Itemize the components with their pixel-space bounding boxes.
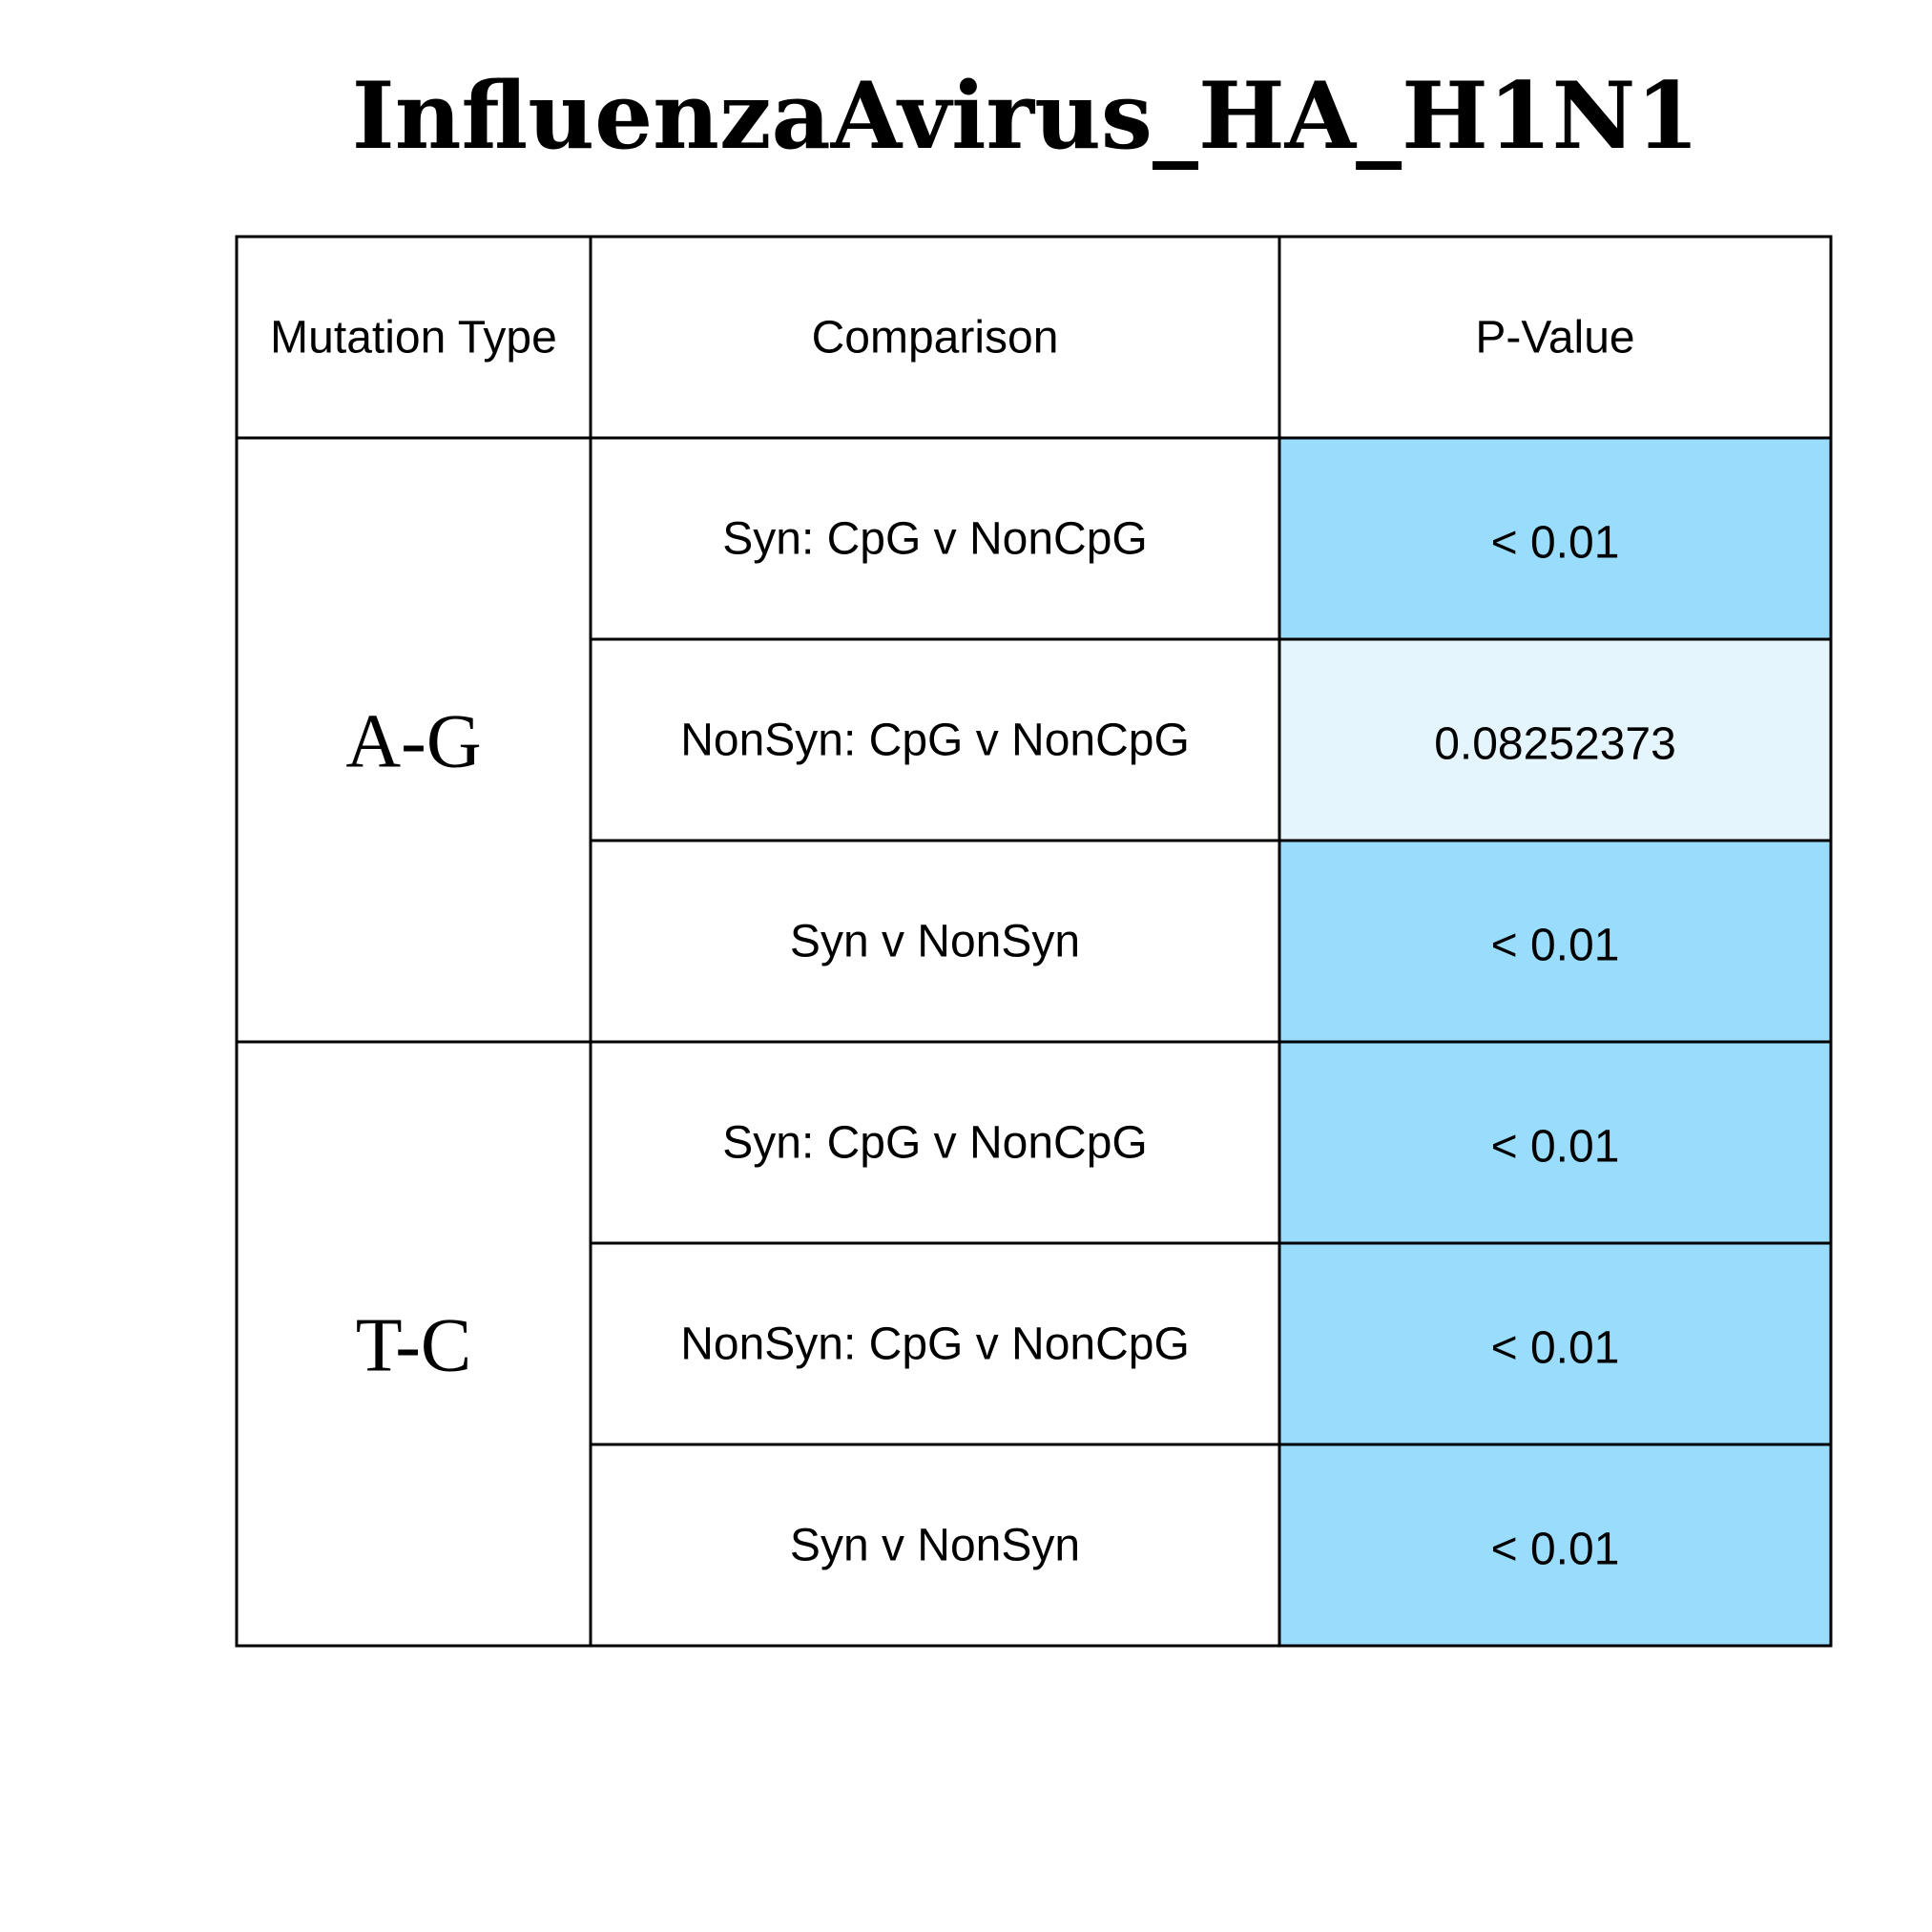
comparison-cell: Syn v NonSyn	[790, 1521, 1080, 1571]
p-value-cell: < 0.01	[1491, 921, 1620, 971]
comparison-cell: NonSyn: CpG v NonCpG	[680, 1319, 1190, 1370]
p-value-cell: < 0.01	[1491, 518, 1620, 569]
comparison-cell: Syn: CpG v NonCpG	[722, 514, 1148, 565]
table-grid	[235, 235, 1833, 1648]
chart-title: InfluenzaAvirus_HA_H1N1	[352, 62, 1699, 170]
p-value-cell: < 0.01	[1491, 1122, 1620, 1173]
p-value-cell: < 0.01	[1491, 1323, 1620, 1374]
p-value-cell-fill	[1279, 438, 1831, 639]
mutation-type-cell: A-G	[345, 700, 481, 784]
mutation-type-cell: T-C	[356, 1304, 472, 1388]
table-labels: Mutation Type Comparison P-Value Syn: CpG v…	[270, 313, 1676, 1575]
comparison-cell: Syn: CpG v NonCpG	[722, 1118, 1148, 1169]
p-value-cell-fill	[1279, 841, 1831, 1042]
comparison-cell: NonSyn: CpG v NonCpG	[680, 716, 1190, 766]
column-header-1: Mutation Type	[270, 313, 557, 364]
column-header-3: P-Value	[1475, 313, 1634, 364]
p-value-fills	[1279, 438, 1831, 1646]
p-value-cell-fill	[1279, 1444, 1831, 1646]
p-value-cell: < 0.01	[1491, 1525, 1620, 1575]
p-value-cell: 0.08252373	[1434, 719, 1676, 770]
p-value-cell-fill	[1279, 639, 1831, 841]
p-value-cell-fill	[1279, 1042, 1831, 1243]
comparison-cell: Syn v NonSyn	[790, 917, 1080, 967]
p-value-cell-fill	[1279, 1243, 1831, 1444]
column-header-2: Comparison	[812, 313, 1059, 364]
